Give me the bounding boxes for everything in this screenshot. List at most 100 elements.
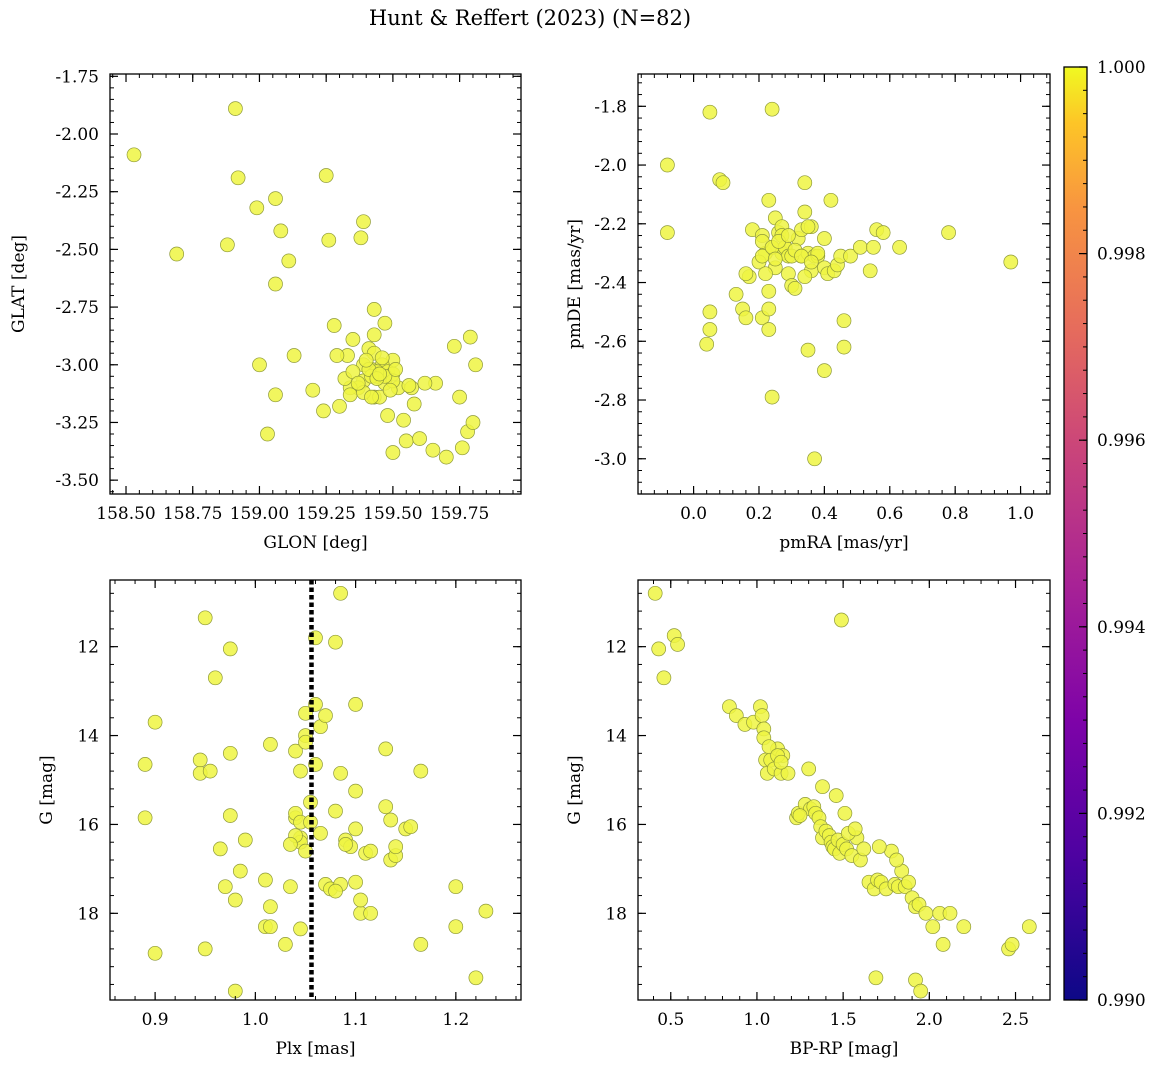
data-point <box>338 837 353 852</box>
data-point <box>348 821 363 837</box>
data-point <box>333 585 348 601</box>
data-point <box>815 779 830 795</box>
x-tick-label: 0.2 <box>745 504 772 524</box>
data-point <box>412 431 427 446</box>
data-point <box>448 919 464 935</box>
data-point <box>797 269 813 285</box>
data-point <box>372 366 387 382</box>
colorbar-tick-label: 0.994 <box>1097 618 1146 638</box>
data-point <box>792 808 808 823</box>
data-point <box>413 937 429 952</box>
data-point <box>465 415 481 430</box>
data-point <box>382 382 398 398</box>
data-point <box>342 387 358 403</box>
data-point <box>396 412 411 428</box>
data-point <box>350 375 366 391</box>
x-tick-label: 158.50 <box>96 504 155 524</box>
y-tick-label: 12 <box>605 638 627 658</box>
data-point <box>260 426 275 442</box>
scatter-points <box>126 101 483 465</box>
data-point <box>417 375 433 391</box>
x-tick-label: 159.75 <box>430 504 489 524</box>
data-point <box>169 246 185 262</box>
subplot-sky: 158.50 158.75 159.00 159.25 159.50 159.75 -1.7… <box>9 67 522 553</box>
data-point <box>800 342 816 358</box>
data-point <box>222 641 238 657</box>
data-point <box>728 286 744 302</box>
y-tick-label: -3.0 <box>594 450 627 470</box>
data-point <box>942 905 958 921</box>
y-axis-label: G [mag] <box>37 755 57 824</box>
data-point <box>925 919 941 935</box>
x-tick-label: 0.9 <box>142 1010 169 1030</box>
data-point <box>1004 937 1020 952</box>
data-point <box>462 329 478 345</box>
data-point <box>468 970 484 986</box>
data-point <box>228 101 243 116</box>
data-point <box>702 304 718 320</box>
colorbar: 0.990 0.992 0.994 0.996 0.998 1.000 <box>1063 58 1146 1011</box>
x-tick-label: 1.2 <box>442 1010 469 1030</box>
data-point <box>278 937 293 952</box>
data-point <box>1003 254 1019 270</box>
data-point <box>137 757 153 772</box>
y-tick-label: -1.75 <box>55 67 99 87</box>
data-point <box>761 322 777 337</box>
data-point <box>288 743 303 759</box>
data-point <box>318 168 334 183</box>
data-point <box>660 157 675 173</box>
y-tick-label: -2.50 <box>55 240 99 260</box>
data-point <box>281 253 297 269</box>
data-point <box>147 945 163 961</box>
data-point <box>353 892 368 908</box>
data-point <box>800 219 816 235</box>
y-tick-label: 14 <box>77 727 99 747</box>
data-point <box>875 225 891 240</box>
data-point <box>220 237 235 253</box>
data-point <box>348 783 363 799</box>
data-point <box>147 714 163 730</box>
x-tick-label: 0.5 <box>657 1010 684 1030</box>
data-point <box>273 223 289 239</box>
data-point <box>283 879 298 895</box>
y-tick-label: -2.4 <box>594 274 627 294</box>
data-point <box>660 225 675 240</box>
y-axis-label: G [mag] <box>565 755 585 824</box>
data-point <box>212 841 228 857</box>
y-tick-label: -2.25 <box>55 183 99 203</box>
data-point <box>715 175 731 191</box>
axes-frame <box>637 73 1051 495</box>
x-tick-label: 1.0 <box>743 1010 770 1030</box>
data-point <box>401 378 417 393</box>
data-point <box>892 239 907 255</box>
data-point <box>918 905 934 921</box>
data-point <box>207 670 223 686</box>
data-point <box>901 874 916 890</box>
y-tick-label: -2.00 <box>55 125 99 145</box>
y-tick-label: -2.75 <box>55 298 99 318</box>
x-tick-label: 158.75 <box>163 504 222 524</box>
data-point <box>385 445 401 460</box>
data-point <box>293 763 308 779</box>
data-point <box>758 266 773 282</box>
data-point <box>670 637 685 652</box>
x-tick-label: 2.5 <box>1002 1010 1029 1030</box>
data-point <box>702 322 718 337</box>
data-point <box>313 825 328 841</box>
x-axis-label: Plx [mas] <box>275 1039 355 1059</box>
data-point <box>956 919 972 935</box>
data-point <box>913 983 929 999</box>
data-point <box>836 313 852 329</box>
data-point <box>801 761 817 777</box>
x-tick-label: 1.0 <box>242 1010 269 1030</box>
y-tick-label: 18 <box>77 904 99 924</box>
data-point <box>446 338 462 354</box>
data-point <box>232 863 248 879</box>
data-point <box>252 357 267 373</box>
data-point <box>321 232 337 248</box>
data-point <box>197 610 213 626</box>
data-point <box>363 843 378 859</box>
data-point <box>837 805 853 821</box>
data-point <box>478 903 494 919</box>
